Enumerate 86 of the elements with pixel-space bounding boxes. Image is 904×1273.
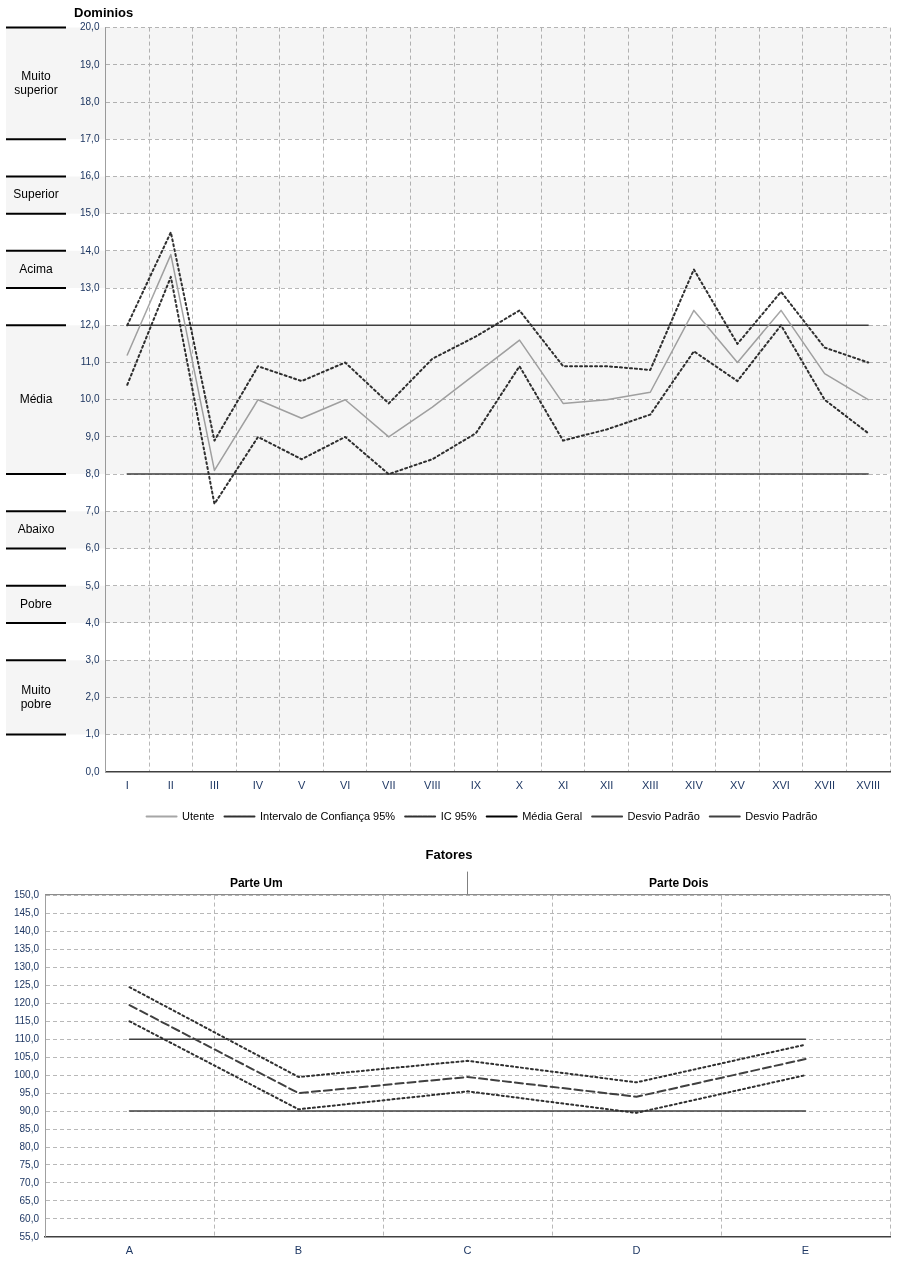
band-label: Abaixo — [17, 522, 55, 537]
chart-title: Fatores — [425, 847, 473, 863]
x-tick-label: IV — [252, 779, 264, 792]
y-tick-label: 80,0 — [19, 1140, 40, 1152]
y-tick-label: 9,0 — [85, 430, 100, 442]
y-tick-label: 95,0 — [19, 1086, 40, 1098]
band-label: Muito pobre — [20, 682, 52, 711]
y-tick-label: 10,0 — [79, 393, 100, 405]
legend-label: Desvio Padrão — [627, 809, 700, 822]
y-tick-label: 150,0 — [13, 889, 40, 901]
line-series — [128, 1004, 807, 1098]
x-tick-label: XVI — [772, 779, 790, 792]
chart-title: Dominios — [74, 5, 134, 21]
y-tick-label: 105,0 — [13, 1050, 40, 1062]
x-tick-label: VIII — [424, 779, 441, 792]
x-tick-label: XII — [599, 779, 614, 792]
x-tick-label: B — [294, 1244, 303, 1257]
y-tick-label: 13,0 — [79, 281, 100, 293]
y-tick-label: 3,0 — [85, 653, 100, 665]
y-tick-label: 20,0 — [79, 21, 100, 33]
legend-label: Utente — [182, 809, 215, 822]
x-tick-label: III — [209, 779, 220, 792]
y-tick-label: 16,0 — [79, 170, 100, 182]
x-tick-label: XVII — [814, 779, 836, 792]
x-tick-label: XVIII — [856, 779, 881, 792]
legend-label: Média Geral — [522, 809, 583, 822]
y-tick-label: 120,0 — [13, 997, 40, 1009]
y-tick-label: 100,0 — [13, 1068, 40, 1080]
legend-label: Intervalo de Confiança 95% — [259, 809, 396, 822]
band-label: Média — [19, 392, 53, 407]
y-tick-label: 14,0 — [79, 244, 100, 256]
x-tick-label: I — [125, 779, 129, 792]
y-tick-label: 1,0 — [85, 728, 100, 740]
y-tick-label: 65,0 — [19, 1194, 40, 1206]
y-tick-label: 60,0 — [19, 1212, 40, 1224]
x-tick-label: A — [125, 1244, 134, 1257]
y-tick-label: 130,0 — [13, 961, 40, 973]
line-series — [128, 986, 807, 1084]
y-tick-label: 110,0 — [14, 1033, 40, 1045]
y-tick-label: 135,0 — [13, 943, 40, 955]
legend-label: IC 95% — [440, 809, 477, 822]
x-tick-label: II — [167, 779, 174, 792]
y-tick-label: 145,0 — [13, 907, 40, 919]
line-series — [128, 1020, 807, 1114]
y-tick-label: 90,0 — [19, 1104, 40, 1116]
band-label: Muito superior — [14, 68, 58, 97]
x-tick-label: D — [632, 1244, 641, 1257]
text: Parte Dois — [649, 875, 709, 890]
y-tick-label: 8,0 — [85, 467, 100, 479]
x-tick-label: X — [515, 779, 524, 792]
y-tick-label: 115,0 — [14, 1015, 40, 1027]
y-tick-label: 70,0 — [19, 1176, 40, 1188]
y-tick-label: 0,0 — [85, 765, 100, 777]
x-tick-label: VI — [339, 779, 351, 792]
line-series — [126, 275, 870, 505]
y-tick-label: 6,0 — [85, 542, 100, 554]
x-tick-label: E — [801, 1244, 810, 1257]
y-tick-label: 2,0 — [85, 691, 100, 703]
x-tick-label: IX — [470, 779, 482, 792]
x-tick-label: C — [463, 1244, 472, 1257]
legend-label: Desvio Padrão — [745, 809, 818, 822]
x-tick-label: XV — [730, 779, 746, 792]
x-tick-label: XIV — [685, 779, 704, 792]
x-tick-label: VII — [382, 779, 396, 792]
y-tick-label: 12,0 — [79, 319, 100, 331]
y-tick-label: 19,0 — [79, 58, 100, 70]
line-series — [126, 231, 870, 442]
y-tick-label: 7,0 — [85, 505, 100, 517]
y-tick-label: 17,0 — [79, 132, 100, 144]
band-label: Pobre — [19, 596, 53, 611]
y-tick-label: 85,0 — [19, 1122, 40, 1134]
text: Parte Um — [229, 875, 283, 890]
x-tick-label: XIII — [642, 779, 659, 792]
y-tick-label: 4,0 — [85, 616, 100, 628]
band-label: Acima — [19, 261, 53, 276]
y-tick-label: 11,0 — [80, 356, 100, 368]
y-tick-label: 75,0 — [19, 1158, 40, 1170]
y-tick-label: 140,0 — [13, 925, 40, 937]
x-tick-label: V — [297, 779, 306, 792]
y-tick-label: 5,0 — [85, 579, 100, 591]
band-label: Superior — [13, 187, 59, 202]
y-tick-label: 125,0 — [13, 979, 40, 991]
y-tick-label: 18,0 — [79, 95, 100, 107]
y-tick-label: 15,0 — [79, 207, 100, 219]
y-tick-label: 55,0 — [19, 1230, 40, 1242]
x-tick-label: XI — [557, 779, 569, 792]
